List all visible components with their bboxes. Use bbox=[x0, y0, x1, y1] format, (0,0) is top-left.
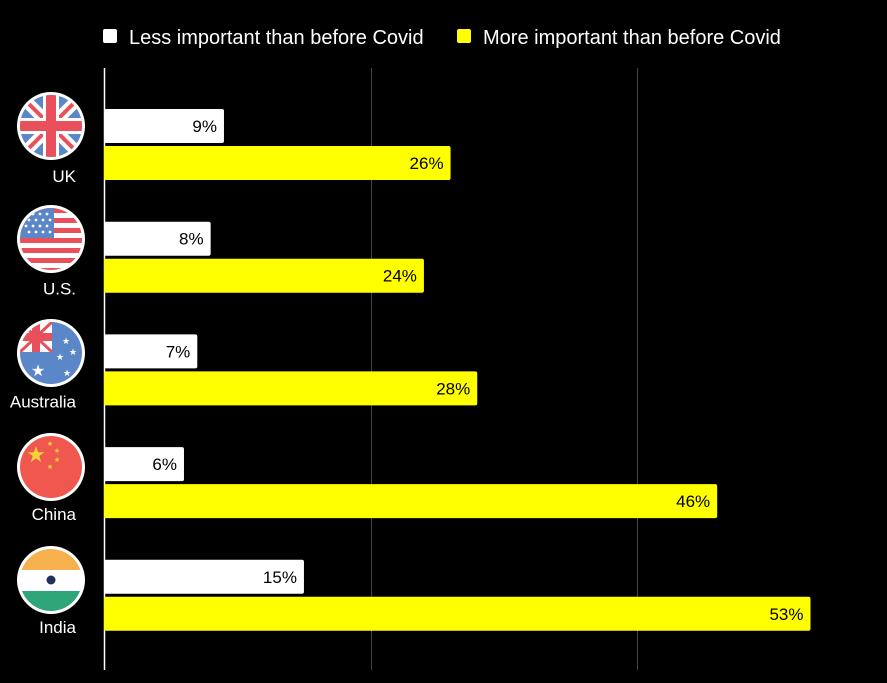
data-label-less-2: 7% bbox=[166, 342, 191, 361]
legend: Less important than before Covid More imp… bbox=[103, 27, 781, 49]
category-label-3: China bbox=[32, 505, 77, 524]
svg-text:★: ★ bbox=[56, 353, 64, 363]
legend-label-2: More important than before Covid bbox=[483, 27, 781, 49]
bar-more-1 bbox=[104, 258, 424, 293]
svg-text:★: ★ bbox=[63, 369, 71, 379]
data-label-more-4: 53% bbox=[769, 605, 803, 624]
uk-flag-icon bbox=[17, 92, 85, 160]
legend-label-1: Less important than before Covid bbox=[129, 27, 424, 49]
china-flag-icon: ★ ★ ★ ★ ★ bbox=[17, 433, 85, 501]
svg-text:★: ★ bbox=[31, 361, 45, 380]
svg-text:★: ★ bbox=[47, 463, 53, 471]
svg-text:★: ★ bbox=[54, 447, 60, 455]
category-labels: UK U.S. Australia China India bbox=[10, 167, 77, 637]
australia-flag-icon: ★ ★ ★ ★ ★ bbox=[17, 319, 85, 387]
category-label-4: India bbox=[39, 618, 76, 637]
svg-text:★: ★ bbox=[26, 443, 46, 468]
bar-less-0 bbox=[104, 109, 224, 143]
legend-swatch-1 bbox=[103, 29, 117, 43]
us-flag-icon bbox=[17, 205, 85, 273]
svg-text:★: ★ bbox=[54, 456, 60, 464]
data-label-more-1: 24% bbox=[383, 267, 417, 286]
bar-less-1 bbox=[104, 221, 211, 256]
data-label-more-3: 46% bbox=[676, 492, 710, 511]
data-labels: 9% 26% 8% 24% 7% 28% 6% 46% 15% 53% bbox=[152, 117, 803, 624]
bar-more-4 bbox=[104, 596, 811, 631]
bar-more-2 bbox=[104, 371, 478, 406]
svg-text:★: ★ bbox=[62, 337, 70, 347]
data-label-more-2: 28% bbox=[436, 379, 470, 398]
legend-swatch-2 bbox=[457, 29, 471, 43]
data-label-less-3: 6% bbox=[152, 455, 177, 474]
bar-less-3 bbox=[104, 447, 184, 482]
data-label-less-4: 15% bbox=[263, 568, 297, 587]
svg-text:★: ★ bbox=[69, 348, 77, 358]
bar-more-0 bbox=[104, 146, 451, 180]
category-label-2: Australia bbox=[10, 392, 77, 411]
data-label-less-1: 8% bbox=[179, 230, 204, 249]
bar-more-3 bbox=[104, 484, 718, 519]
svg-text:★: ★ bbox=[47, 440, 53, 448]
data-label-more-0: 26% bbox=[410, 154, 444, 173]
bar-less-2 bbox=[104, 334, 198, 369]
category-label-0: UK bbox=[52, 167, 76, 186]
india-flag-icon bbox=[17, 546, 85, 614]
bar-less-4 bbox=[104, 559, 304, 594]
bars bbox=[104, 109, 811, 631]
category-label-1: U.S. bbox=[43, 280, 76, 299]
data-label-less-0: 9% bbox=[192, 117, 217, 136]
